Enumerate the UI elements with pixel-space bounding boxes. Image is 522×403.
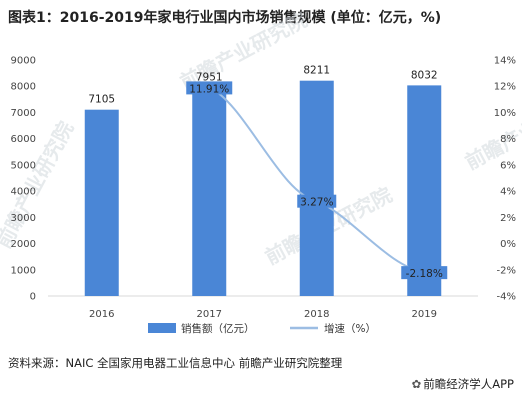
line-value-label: 3.27% — [300, 197, 333, 209]
right-y-tick-label: 2% — [500, 213, 516, 224]
line-value-label-bg — [401, 266, 448, 280]
bar — [299, 80, 334, 296]
legend-swatch-bar — [148, 323, 176, 333]
source-note: 资料来源：NAIC 全国家用电器工业信息中心 前瞻产业研究院整理 — [8, 356, 343, 370]
right-y-axis: -4% -2% 0% 2% 4% 6% 8% 10% 12% 14% — [494, 56, 516, 303]
brand-label: 前瞻经济学人APP — [423, 377, 514, 391]
right-y-tick-label: 14% — [494, 56, 516, 67]
left-y-tick-label: 5000 — [11, 160, 36, 171]
right-y-tick-label: 10% — [494, 108, 516, 119]
right-y-tick-label: -4% — [497, 292, 516, 303]
left-y-tick-label: 3000 — [11, 213, 36, 224]
left-y-tick-label: 0 — [30, 292, 36, 303]
right-y-tick-label: 4% — [500, 187, 516, 198]
left-y-tick-label: 6000 — [11, 134, 36, 145]
line-value-label-bg — [297, 194, 337, 208]
x-axis: 2016 2017 2018 2019 — [89, 309, 437, 320]
right-y-tick-label: 6% — [500, 160, 516, 171]
wechat-icon: ✿ — [411, 377, 422, 391]
bar-value-label: 7951 — [196, 72, 223, 84]
legend: 销售额（亿元） 增速（%） — [148, 322, 376, 335]
x-tick-label: 2017 — [197, 309, 222, 320]
left-y-tick-label: 4000 — [11, 187, 36, 198]
watermark-layer: 前瞻产业研究院 前瞻产业研究院 前瞻产业研究院 前瞻产业研究院 — [0, 7, 522, 269]
right-y-tick-label: 12% — [494, 82, 516, 93]
line-series: 11.91% 3.27% -2.18% — [186, 81, 448, 280]
bar-value-label: 7105 — [88, 94, 115, 106]
bar — [84, 109, 119, 297]
legend-label: 增速（%） — [324, 322, 376, 335]
bar-value-label: 8032 — [411, 69, 438, 81]
line-value-label-bg — [186, 81, 233, 95]
chart-title: 图表1：2016-2019年家电行业国内市场销售规模 (单位：亿元，%) — [8, 10, 442, 26]
left-y-tick-label: 8000 — [11, 82, 36, 93]
legend-label: 销售额（亿元） — [181, 322, 255, 335]
x-tick-label: 2018 — [304, 309, 329, 320]
left-y-tick-label: 7000 — [11, 108, 36, 119]
bar-series: 7105 7951 8211 8032 — [84, 65, 442, 297]
left-y-tick-label: 1000 — [11, 265, 36, 276]
brand-credit: ✿ 前瞻经济学人APP — [412, 376, 514, 392]
bar-value-label: 8211 — [303, 65, 330, 77]
line-value-label: 11.91% — [189, 83, 229, 95]
right-y-tick-label: 8% — [500, 134, 516, 145]
x-tick-label: 2016 — [89, 309, 114, 320]
x-tick-label: 2019 — [412, 309, 437, 320]
left-y-axis: 0 1000 2000 3000 4000 5000 6000 7000 8000 9000 — [11, 56, 36, 303]
right-y-tick-label: 0% — [500, 239, 516, 250]
left-y-tick-label: 2000 — [11, 239, 36, 250]
right-y-tick-label: -2% — [497, 265, 516, 276]
bar — [407, 85, 442, 296]
left-y-tick-label: 9000 — [11, 56, 36, 67]
line-value-label: -2.18% — [406, 268, 443, 280]
bar — [192, 87, 227, 296]
